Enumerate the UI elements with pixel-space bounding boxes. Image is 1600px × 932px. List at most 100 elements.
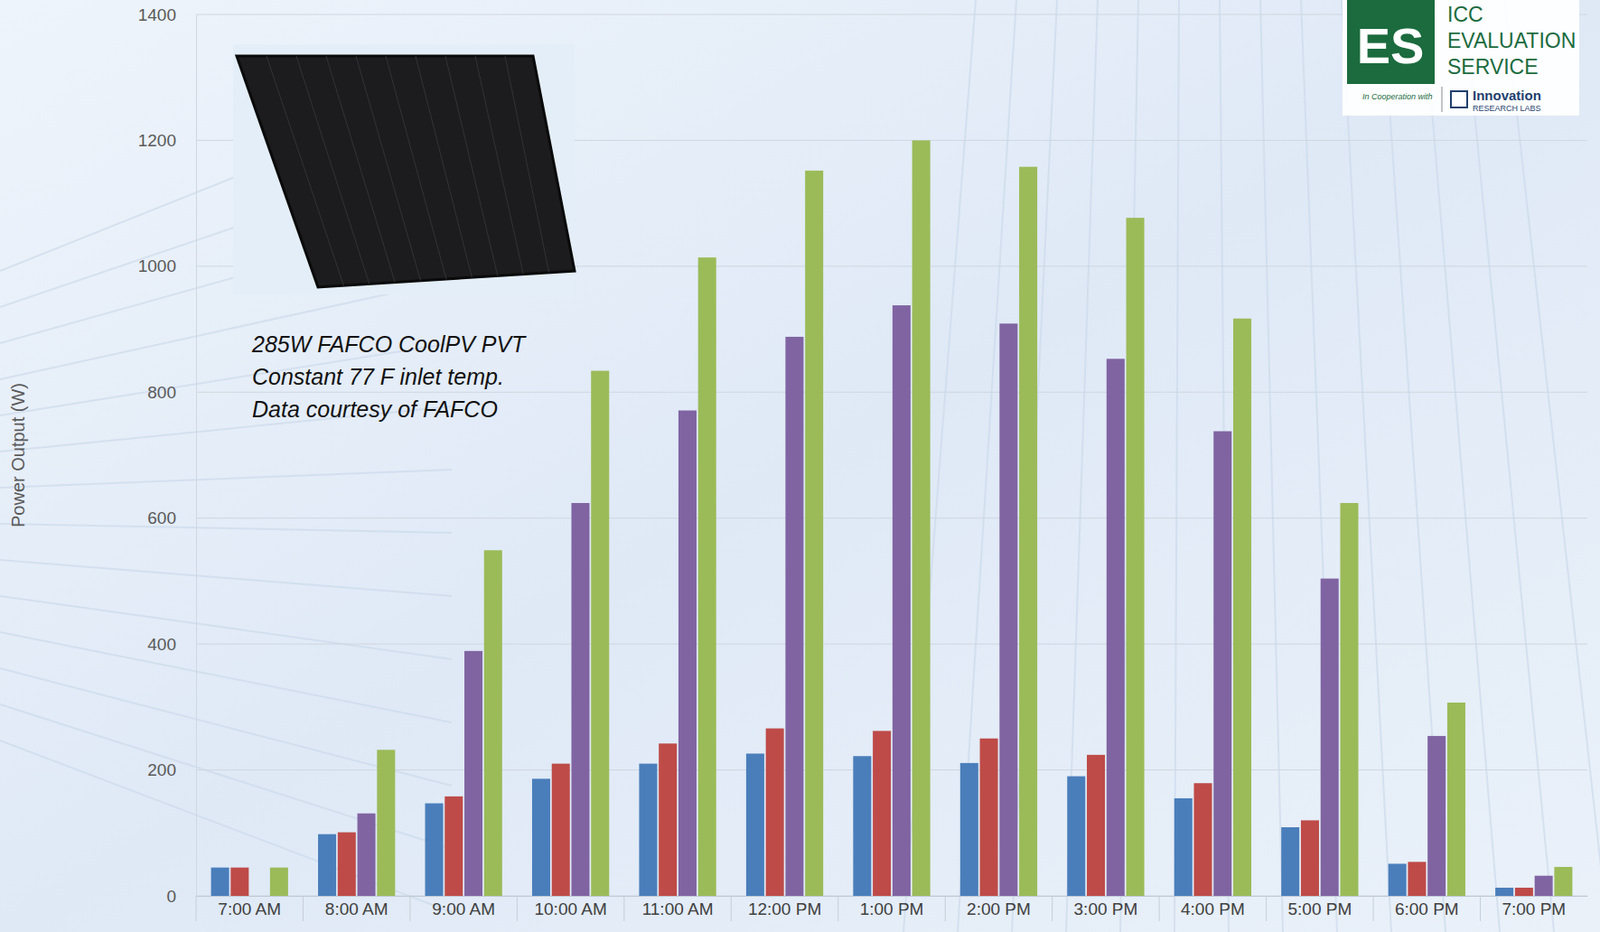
category-separator: [1373, 896, 1375, 922]
bar: [444, 796, 463, 897]
background: [0, 0, 1600, 932]
grid-line: [196, 392, 1588, 393]
tick: 7:00 AM: [196, 896, 281, 922]
grid-line: [196, 644, 1588, 646]
tick: 6:00 PM: [1373, 896, 1460, 922]
bar: [425, 804, 444, 897]
category-separator: [409, 896, 411, 922]
tick-label: 4:00 PM: [1180, 899, 1245, 919]
tick-label: 5:00 PM: [1287, 899, 1352, 919]
logo-partner: Innovation: [1472, 87, 1542, 103]
tick-label: 7:00 PM: [1501, 899, 1566, 919]
annotation-text: Data courtesy of FAFCO: [252, 396, 498, 422]
background-line: [1504, 0, 1600, 932]
chart: 02004006008001000120014007:00 AM8:00 AM9…: [0, 0, 1600, 932]
bar: [678, 411, 697, 897]
bar: [464, 651, 483, 897]
background-line: [1422, 0, 1500, 932]
panel-line: [296, 56, 370, 284]
category-separator: [302, 896, 304, 922]
x-axis: 7:00 AM8:00 AM9:00 AM10:00 AM11:00 AM12:…: [196, 896, 1589, 922]
tick-label: 6:00 PM: [1394, 899, 1460, 919]
panel-line: [266, 56, 344, 286]
bar: [1553, 867, 1572, 897]
background-line: [1174, 0, 1179, 932]
bar: [1407, 861, 1426, 897]
image-frame: [233, 44, 575, 295]
bar: [892, 305, 911, 897]
category-separator: [623, 896, 625, 922]
logo-text: ICC: [1447, 2, 1484, 27]
background-line: [1382, 0, 1446, 932]
panel-line: [475, 56, 524, 275]
bar: [766, 729, 785, 897]
background-line: [0, 740, 452, 913]
tick: 11:00 AM: [624, 896, 714, 922]
category-separator: [945, 896, 946, 922]
background-line: [0, 560, 452, 597]
bar: [1019, 167, 1038, 897]
bar: [1447, 702, 1466, 897]
bar: [570, 503, 590, 897]
tick: 4:00 PM: [1159, 896, 1245, 922]
y-axis: 0200400600800100012001400: [138, 5, 197, 907]
panel-line: [505, 56, 550, 273]
tick: 200: [147, 760, 197, 780]
category-separator: [1265, 896, 1267, 922]
background-line: [0, 632, 452, 723]
bar: [337, 832, 356, 897]
tick: 600: [147, 508, 197, 528]
grid-line: [196, 517, 1588, 519]
category-separator: [730, 896, 732, 922]
tick-label: 800: [147, 383, 177, 403]
panel-line: [326, 56, 395, 283]
tick-label: 10:00 AM: [533, 899, 607, 919]
tick: 400: [147, 635, 197, 655]
tick: 12:00 PM: [730, 896, 822, 922]
bar: [785, 336, 804, 897]
bar: [804, 170, 824, 897]
panel-line: [415, 56, 472, 278]
panel-line: [385, 56, 447, 280]
annotation-text: 285W FAFCO CoolPV PVT: [251, 331, 527, 357]
background-line: [1260, 0, 1283, 932]
tick: 5:00 PM: [1266, 896, 1353, 922]
tick: 7:00 PM: [1480, 896, 1567, 922]
bar: [484, 550, 503, 897]
tick-label: 400: [147, 635, 177, 655]
logo-box: [1347, 0, 1435, 85]
bar: [376, 749, 395, 897]
axis-line: [196, 896, 1589, 898]
tick: 0: [166, 887, 197, 907]
tick-label: 11:00 AM: [642, 899, 714, 919]
bar: [1495, 888, 1514, 897]
logo-partner-sub: RESEARCH LABS: [1472, 103, 1542, 113]
category-separator: [837, 896, 839, 922]
product-image: [233, 44, 575, 295]
annotation: 285W FAFCO CoolPV PVT Constant 77 F inlet…: [251, 331, 527, 422]
tick-label: 8:00 AM: [325, 899, 389, 919]
category-separator: [1159, 896, 1161, 922]
background-line: [0, 596, 452, 660]
annotation-text: Constant 77 F inlet temp.: [252, 364, 505, 390]
bar: [1427, 736, 1446, 897]
logo: ESICCEVALUATIONSERVICEIn Cooperation wit…: [1342, 0, 1580, 116]
logo-text: SERVICE: [1447, 55, 1539, 79]
background-line: [1463, 0, 1554, 932]
bar: [1086, 755, 1105, 897]
bar: [1233, 318, 1252, 897]
bar: [552, 764, 571, 897]
bar: [1066, 776, 1086, 897]
axis-line: [196, 15, 197, 898]
bar: [357, 814, 376, 897]
tick: 1:00 PM: [838, 896, 925, 922]
bar: [1281, 827, 1300, 897]
series: [211, 753, 1515, 897]
bar: [211, 868, 230, 897]
background-pattern: [0, 0, 1600, 932]
bar: [980, 739, 999, 897]
tick: 2:00 PM: [945, 896, 1031, 922]
bar: [852, 756, 871, 897]
bar: [1534, 876, 1554, 897]
bar: [999, 323, 1018, 897]
